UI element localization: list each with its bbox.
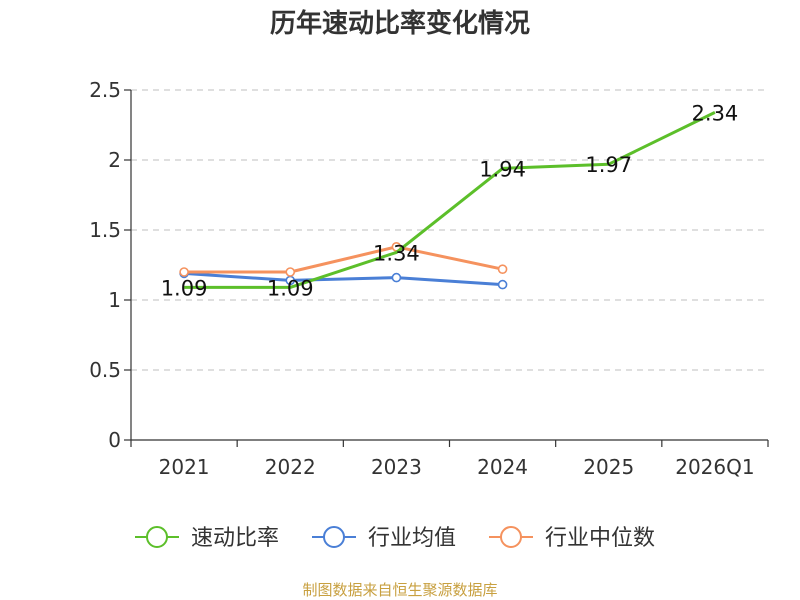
- legend-item-1[interactable]: 速动比率: [135, 526, 279, 551]
- legend-marker: [323, 526, 345, 548]
- data-label: 1.09: [267, 276, 314, 300]
- x-tick-label: 2024: [477, 455, 528, 479]
- series-lines: [179, 111, 716, 290]
- x-tick-label: 2021: [159, 455, 210, 479]
- data-point: [391, 272, 402, 283]
- data-labels: 1.09 1.09 1.34 1.94 1.97 2.34: [161, 101, 739, 300]
- data-label: 1.94: [479, 157, 526, 181]
- data-label: 1.97: [585, 153, 632, 177]
- y-tick-label: 0.5: [89, 358, 121, 382]
- legend[interactable]: 速动比率 行业均值 行业中位数: [135, 526, 655, 551]
- legend-label: 行业中位数: [545, 526, 655, 551]
- series-line-1: [184, 111, 716, 289]
- x-tick-label: 2023: [371, 455, 422, 479]
- data-label: 2.34: [692, 101, 739, 125]
- data-point: [497, 264, 508, 275]
- y-tick-label: 1.5: [89, 218, 121, 242]
- source-note: 制图数据来自恒生聚源数据库: [302, 581, 497, 599]
- y-tick-label: 1: [108, 288, 121, 312]
- data-label: 1.09: [161, 276, 208, 300]
- data-point: [285, 267, 296, 277]
- y-tick-label: 2.5: [89, 78, 121, 102]
- legend-label: 行业均值: [368, 526, 456, 551]
- legend-marker: [500, 526, 522, 548]
- data-point: [497, 279, 508, 290]
- data-point: [179, 267, 189, 277]
- series-line-3: [184, 245, 503, 274]
- x-tick-label: 2026Q1: [675, 455, 754, 479]
- y-tick-label: 2: [108, 148, 121, 172]
- legend-item-3[interactable]: 行业中位数: [489, 526, 655, 551]
- legend-item-2[interactable]: 行业均值: [312, 526, 456, 551]
- y-tick-label: 0: [108, 428, 121, 452]
- chart-title: 历年速动比率变化情况: [270, 8, 530, 39]
- legend-label: 速动比率: [191, 526, 279, 551]
- series-line-2: [183, 271, 503, 287]
- x-tick-label: 2022: [265, 455, 316, 479]
- data-label: 1.34: [373, 241, 420, 265]
- legend-marker: [146, 526, 168, 548]
- x-tick-label: 2025: [583, 455, 634, 479]
- grid-lines: [131, 89, 768, 371]
- axes: 0 0.5 1 1.5 2 2.5 2021 2022 2023 2024 2025 2026Q1: [89, 78, 769, 479]
